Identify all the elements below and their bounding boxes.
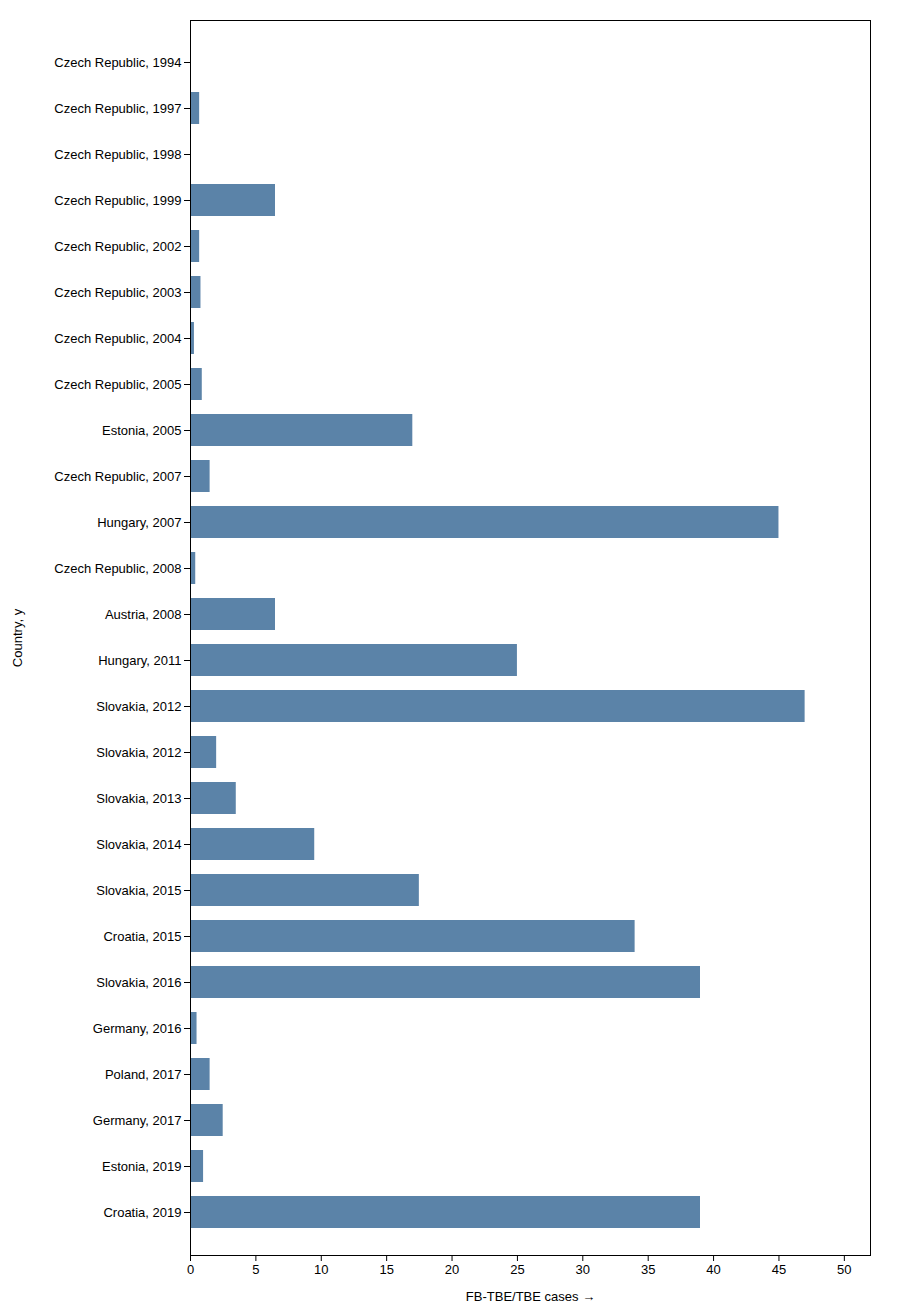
svg-text:Country, y: Country, y: [10, 608, 25, 667]
svg-text:Czech Republic, 2003: Czech Republic, 2003: [54, 285, 181, 300]
svg-text:Czech Republic, 2002: Czech Republic, 2002: [54, 239, 181, 254]
svg-text:20: 20: [445, 1262, 459, 1277]
svg-text:Slovakia, 2012: Slovakia, 2012: [96, 699, 181, 714]
svg-text:Czech Republic, 1999: Czech Republic, 1999: [54, 193, 181, 208]
svg-text:Germany, 2016: Germany, 2016: [93, 1021, 182, 1036]
svg-text:FB-TBE/TBE cases →: FB-TBE/TBE cases →: [466, 1289, 595, 1304]
svg-text:35: 35: [641, 1262, 655, 1277]
svg-text:Croatia, 2019: Croatia, 2019: [103, 1205, 181, 1220]
svg-text:Estonia, 2005: Estonia, 2005: [102, 423, 182, 438]
svg-text:Croatia, 2015: Croatia, 2015: [103, 929, 181, 944]
svg-text:50: 50: [837, 1262, 851, 1277]
svg-text:Slovakia, 2014: Slovakia, 2014: [96, 837, 181, 852]
svg-text:Austria, 2008: Austria, 2008: [105, 607, 182, 622]
svg-text:30: 30: [576, 1262, 590, 1277]
svg-text:Czech Republic, 1998: Czech Republic, 1998: [54, 147, 181, 162]
svg-text:45: 45: [772, 1262, 786, 1277]
svg-text:Czech Republic, 1997: Czech Republic, 1997: [54, 101, 181, 116]
svg-text:0: 0: [187, 1262, 194, 1277]
svg-text:Slovakia, 2016: Slovakia, 2016: [96, 975, 181, 990]
svg-text:Czech Republic, 1994: Czech Republic, 1994: [54, 55, 181, 70]
svg-text:Poland, 2017: Poland, 2017: [105, 1067, 182, 1082]
svg-text:15: 15: [379, 1262, 393, 1277]
svg-text:Czech Republic, 2008: Czech Republic, 2008: [54, 561, 181, 576]
svg-text:Hungary, 2011: Hungary, 2011: [98, 653, 181, 668]
svg-text:25: 25: [510, 1262, 524, 1277]
svg-text:Czech Republic, 2004: Czech Republic, 2004: [54, 331, 181, 346]
svg-text:Slovakia, 2015: Slovakia, 2015: [96, 883, 181, 898]
svg-text:Czech Republic, 2005: Czech Republic, 2005: [54, 377, 181, 392]
svg-text:Hungary, 2007: Hungary, 2007: [97, 515, 181, 530]
svg-text:5: 5: [252, 1262, 259, 1277]
svg-text:Estonia, 2019: Estonia, 2019: [102, 1159, 182, 1174]
svg-text:Germany, 2017: Germany, 2017: [93, 1113, 182, 1128]
svg-text:Slovakia, 2012: Slovakia, 2012: [96, 745, 181, 760]
svg-text:Slovakia, 2013: Slovakia, 2013: [96, 791, 181, 806]
svg-text:10: 10: [314, 1262, 328, 1277]
svg-text:40: 40: [706, 1262, 720, 1277]
svg-text:Czech Republic, 2007: Czech Republic, 2007: [54, 469, 181, 484]
